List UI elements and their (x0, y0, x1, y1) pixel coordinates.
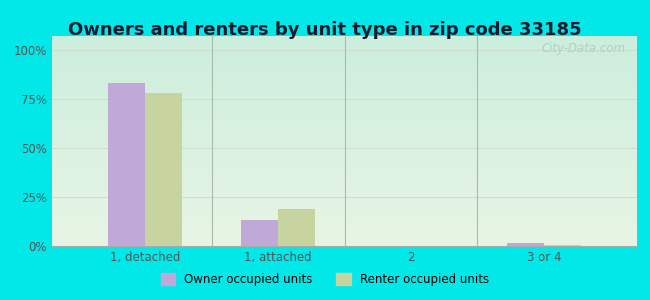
Bar (507, 243, 544, 246)
Bar (240, 220, 278, 246)
Legend: Owner occupied units, Renter occupied units: Owner occupied units, Renter occupied un… (156, 268, 494, 291)
Bar (108, 83, 145, 246)
Bar (544, 245, 581, 246)
Bar (145, 93, 182, 246)
Text: Owners and renters by unit type in zip code 33185: Owners and renters by unit type in zip c… (68, 21, 582, 39)
Text: City-Data.com: City-Data.com (541, 42, 625, 55)
Bar (278, 209, 315, 246)
